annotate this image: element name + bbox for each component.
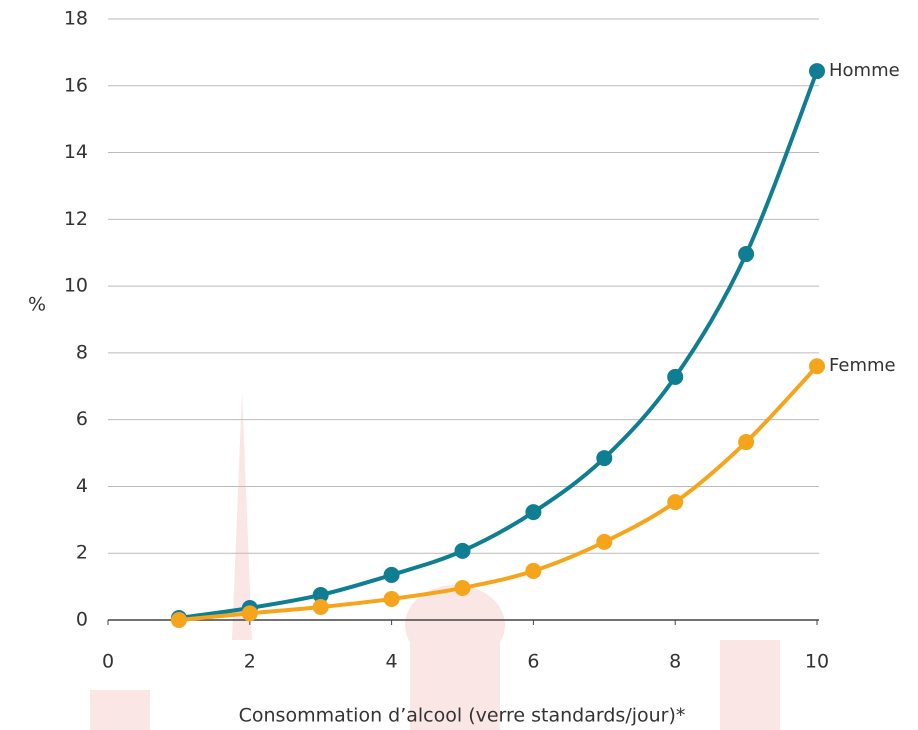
point bbox=[384, 591, 400, 607]
y-axis-label: % bbox=[28, 294, 46, 316]
x-axis-label: Consommation d’alcool (verre standards/j… bbox=[239, 705, 686, 727]
series-label: Homme bbox=[829, 60, 900, 81]
point bbox=[596, 534, 612, 550]
point bbox=[171, 612, 187, 628]
chart: % Consommation d’alcool (verre standards… bbox=[0, 0, 918, 730]
x-tick-label: 6 bbox=[527, 651, 539, 673]
point bbox=[667, 494, 683, 510]
point bbox=[525, 563, 541, 579]
y-tick-label: 6 bbox=[76, 408, 88, 430]
series-line bbox=[179, 71, 817, 618]
building bbox=[90, 690, 150, 730]
y-tick-label: 2 bbox=[76, 542, 88, 564]
x-tick-label: 10 bbox=[805, 651, 829, 673]
y-tick-label: 16 bbox=[64, 74, 88, 96]
point bbox=[525, 504, 541, 520]
y-tick-label: 8 bbox=[76, 341, 88, 363]
y-tick-label: 10 bbox=[64, 275, 88, 297]
x-tick-label: 0 bbox=[102, 651, 114, 673]
x-tick-label: 8 bbox=[669, 651, 681, 673]
point bbox=[384, 567, 400, 583]
series-label: Femme bbox=[829, 355, 896, 376]
building bbox=[720, 640, 780, 730]
point bbox=[809, 358, 825, 374]
point bbox=[738, 434, 754, 450]
y-tick-label: 4 bbox=[76, 475, 88, 497]
point bbox=[738, 246, 754, 262]
point bbox=[313, 599, 329, 615]
x-tick-label: 2 bbox=[244, 651, 256, 673]
x-tick-label: 4 bbox=[386, 651, 398, 673]
point bbox=[455, 543, 471, 559]
point bbox=[596, 450, 612, 466]
point bbox=[809, 63, 825, 79]
y-tick-label: 14 bbox=[64, 141, 88, 163]
series-line bbox=[179, 366, 817, 620]
y-tick-label: 18 bbox=[64, 8, 88, 30]
point bbox=[242, 605, 258, 621]
y-tick-label: 0 bbox=[76, 609, 88, 631]
point bbox=[455, 580, 471, 596]
y-tick-label: 12 bbox=[64, 208, 88, 230]
point bbox=[667, 369, 683, 385]
